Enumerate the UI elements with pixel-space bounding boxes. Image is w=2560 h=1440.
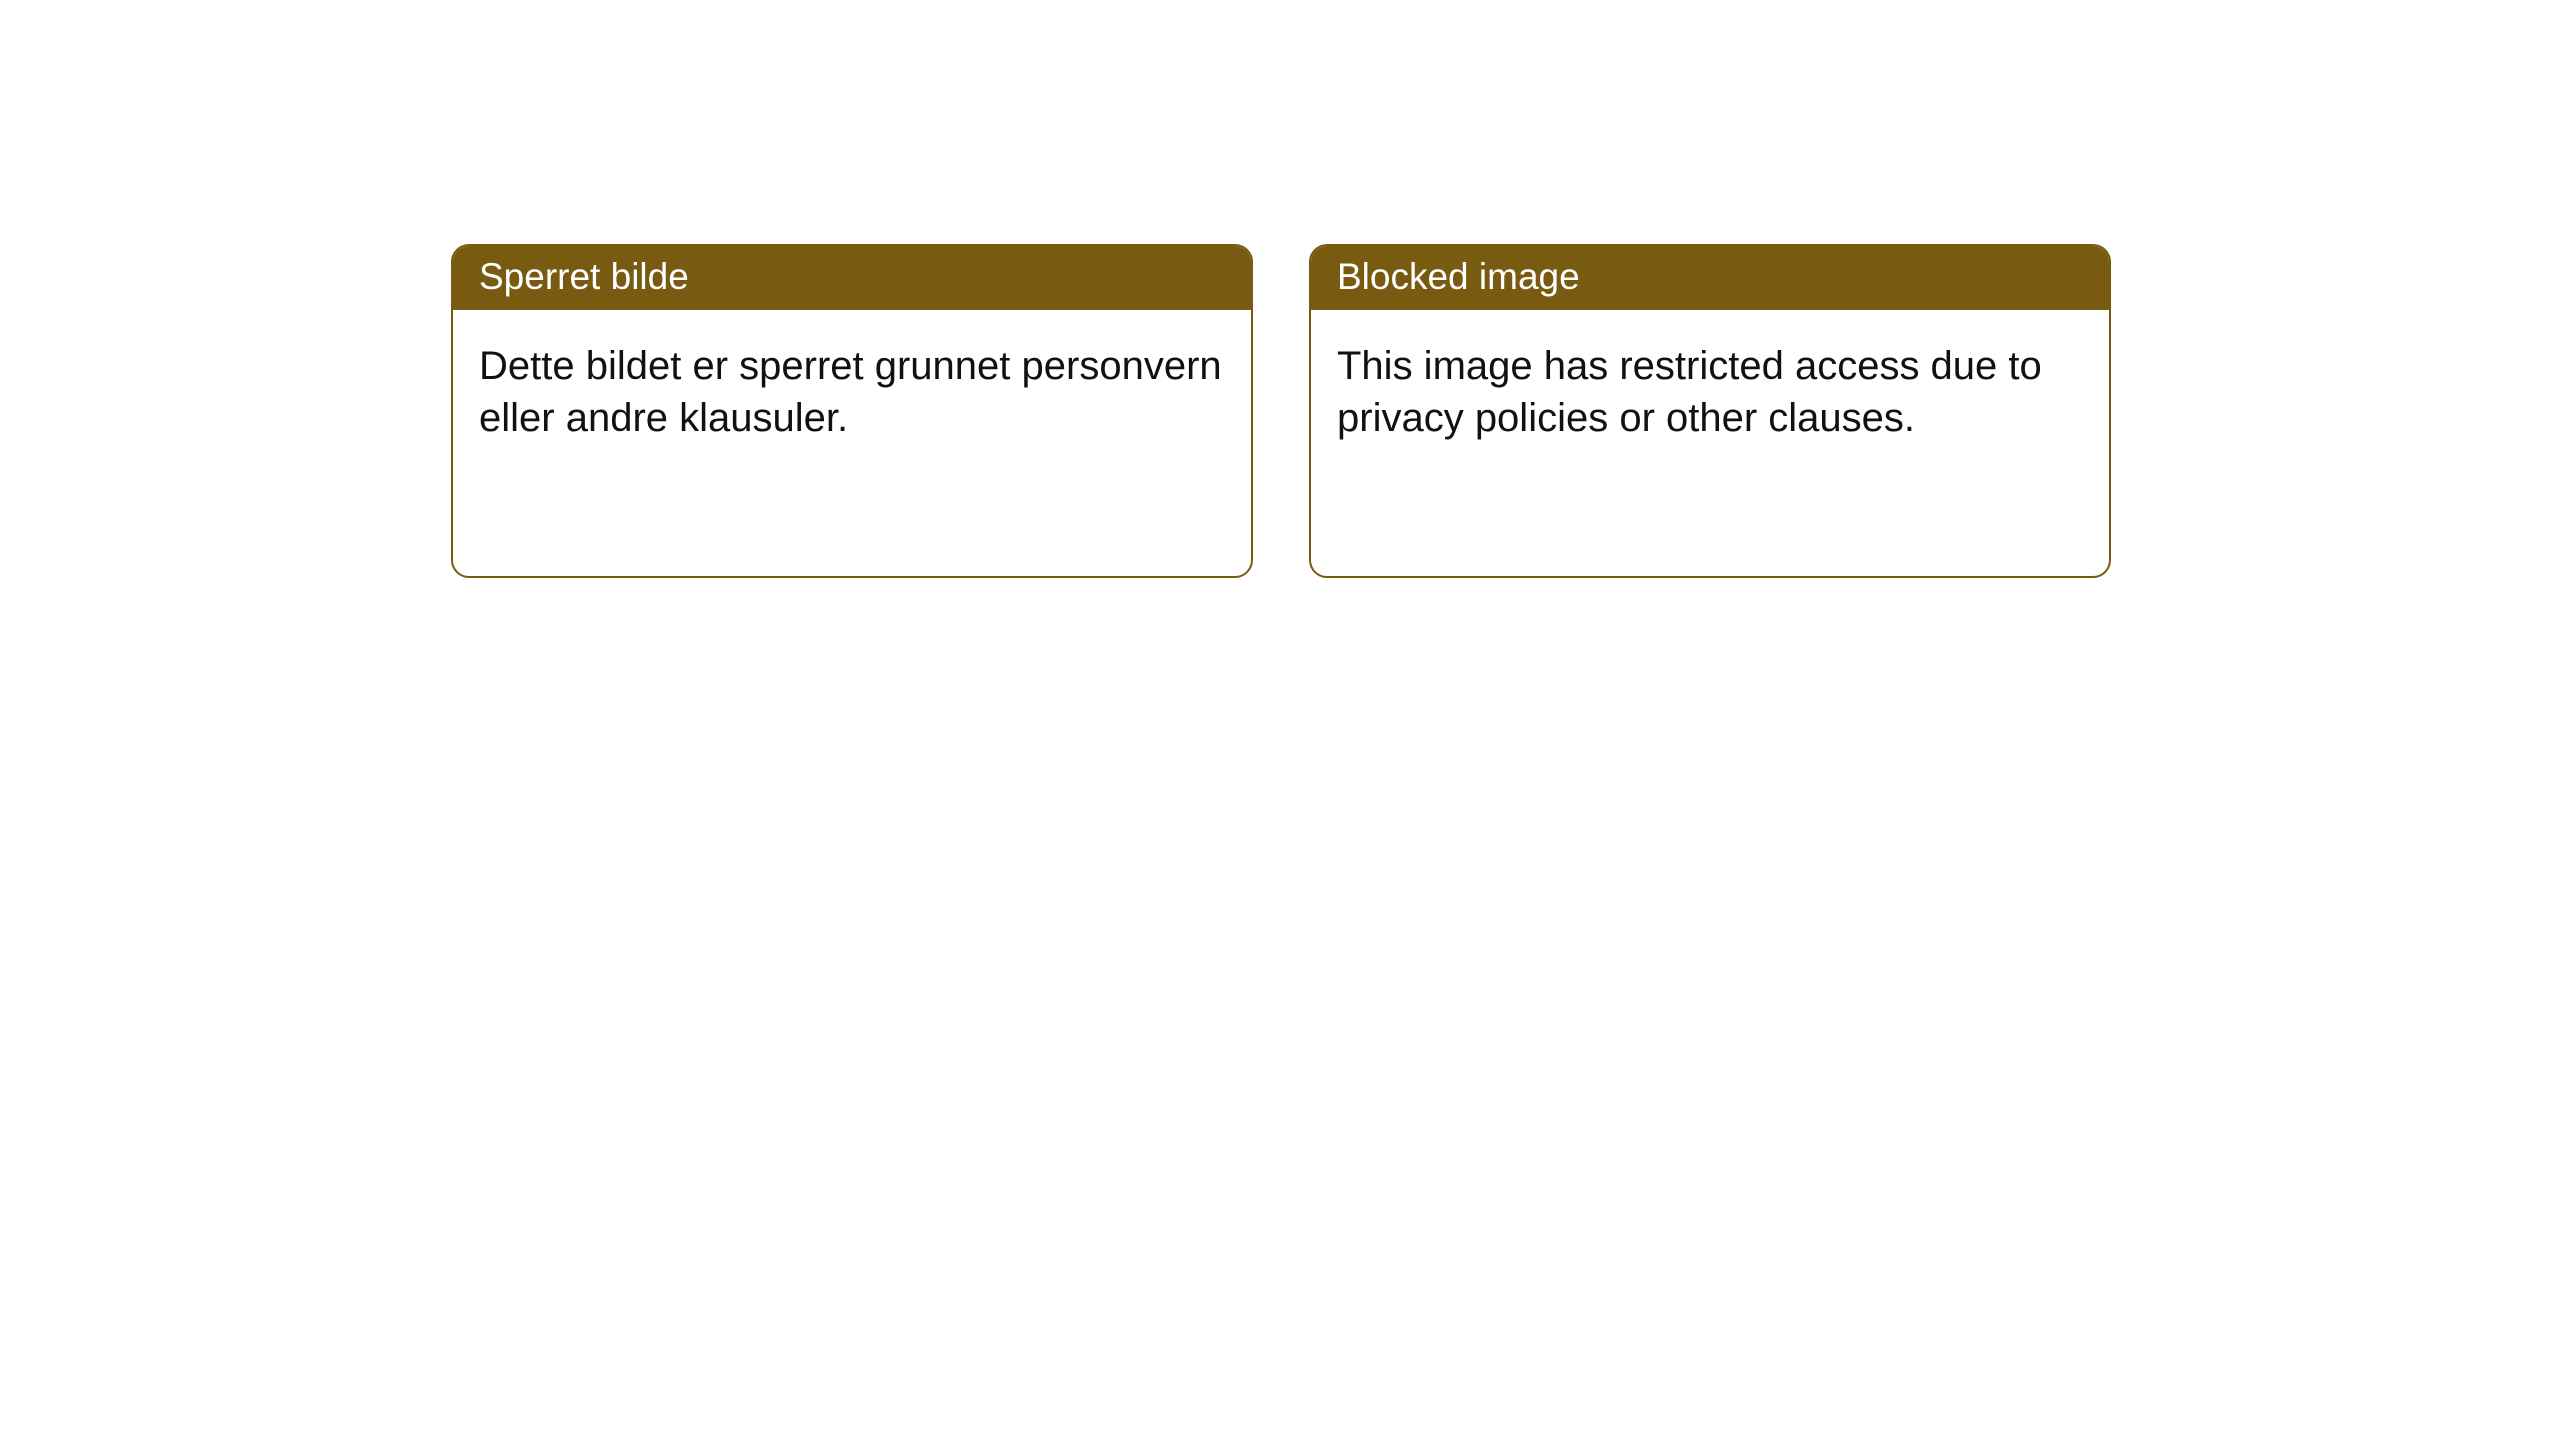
- notice-card-norwegian: Sperret bilde Dette bildet er sperret gr…: [451, 244, 1253, 578]
- notice-title: Blocked image: [1337, 256, 1580, 297]
- notice-header: Sperret bilde: [453, 246, 1251, 310]
- notice-body-text: Dette bildet er sperret grunnet personve…: [479, 344, 1222, 440]
- notice-body: This image has restricted access due to …: [1311, 310, 2109, 470]
- notice-header: Blocked image: [1311, 246, 2109, 310]
- notice-container: Sperret bilde Dette bildet er sperret gr…: [0, 0, 2560, 578]
- notice-card-english: Blocked image This image has restricted …: [1309, 244, 2111, 578]
- notice-title: Sperret bilde: [479, 256, 689, 297]
- notice-body: Dette bildet er sperret grunnet personve…: [453, 310, 1251, 470]
- notice-body-text: This image has restricted access due to …: [1337, 344, 2042, 440]
